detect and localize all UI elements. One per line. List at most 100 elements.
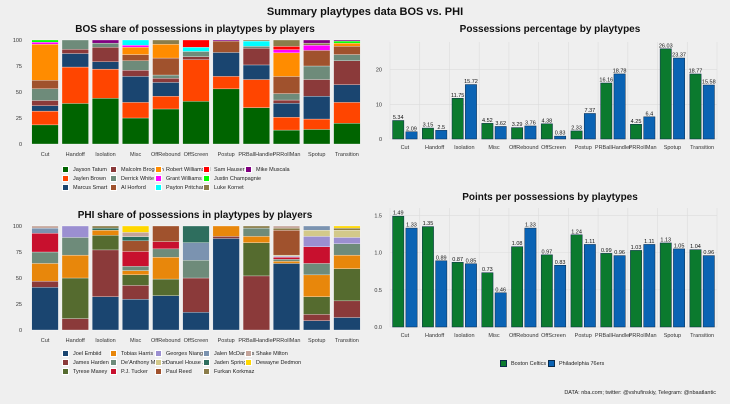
bar	[643, 116, 656, 140]
bar-segment	[122, 76, 150, 103]
data-label: 7.37	[585, 108, 596, 114]
bar-segment	[333, 268, 361, 302]
bar-segment	[333, 42, 361, 47]
bar-segment	[242, 225, 270, 229]
data-label: 11.75	[451, 93, 464, 99]
bar-segment	[242, 46, 270, 49]
phi-share-chart: 0 25 50 75 100 Cut Handoff Isolation Misc OffRebo…	[13, 224, 361, 344]
bar-segment	[303, 45, 331, 51]
legend-item: P.J. Tucker	[110, 368, 148, 375]
legend-swatch	[155, 368, 162, 375]
bar-segment	[303, 42, 331, 46]
bar-segment	[273, 257, 300, 260]
bar	[630, 124, 642, 140]
data-label: 15.58	[702, 80, 716, 86]
bar-segment	[182, 225, 210, 243]
bos-share-title: BOS share of possessions in playtypes by…	[75, 24, 315, 35]
bar-segment	[61, 103, 89, 145]
data-label: 2.5	[437, 125, 445, 131]
bar-segment	[333, 60, 361, 85]
x-tick-label: Transition	[690, 333, 714, 339]
legend-label: Jayson Tatum	[73, 166, 107, 173]
bar-segment	[31, 44, 59, 81]
legend-label: Al Horford	[121, 184, 146, 191]
bar	[481, 123, 494, 140]
bar-segment	[333, 317, 361, 331]
bar	[600, 253, 613, 328]
y-tick-label: 50	[16, 90, 22, 96]
legend-item: Furkan Korkmaz	[203, 368, 254, 375]
legend-swatch	[203, 368, 210, 375]
legend-label: Georges Niang	[166, 350, 203, 357]
bar-segment	[182, 39, 210, 48]
bar-segment	[242, 79, 270, 108]
legend-swatch	[203, 350, 210, 357]
bar-segment	[273, 49, 300, 54]
bar-segment	[152, 96, 180, 110]
bar-segment	[212, 236, 240, 239]
bar-segment	[122, 251, 150, 267]
legend-swatch	[245, 350, 252, 357]
bar	[524, 125, 537, 140]
bar	[392, 120, 405, 140]
bar-segment	[61, 254, 89, 279]
legend-item: Luke Kornet	[203, 184, 244, 191]
bar-segment	[273, 76, 300, 94]
legend-swatch	[245, 166, 252, 173]
bar-segment	[273, 230, 300, 256]
bar-segment	[31, 105, 59, 112]
bar-segment	[122, 47, 150, 55]
data-label: 1.13	[660, 237, 671, 243]
bar-segment	[31, 280, 59, 288]
bar	[540, 123, 553, 140]
bar-segment	[333, 46, 361, 55]
x-tick-label: PRBallHandler	[595, 145, 631, 151]
legend-item: Grant Williams	[155, 175, 202, 182]
legend-swatch	[62, 359, 69, 366]
legend-item: Georges Niang	[155, 350, 203, 357]
legend-label: Paul Reed	[166, 368, 192, 375]
bar-segment	[61, 39, 89, 50]
legend-swatch	[203, 175, 210, 182]
x-tick-label: PRBallHandler	[238, 152, 274, 158]
data-label: 16.16	[599, 78, 613, 84]
ppp-chart: 0.00.51.01.5Cut1.491.33Handoff1.350.89Is…	[374, 208, 718, 339]
legend-swatch	[203, 184, 210, 191]
bar-segment	[333, 54, 361, 61]
data-label: 0.83	[555, 131, 566, 137]
bar-segment	[122, 270, 150, 275]
bar-segment	[122, 60, 150, 71]
bar-segment	[92, 61, 119, 70]
data-label: 1.49	[393, 211, 404, 217]
bar-segment	[122, 266, 150, 271]
bar-segment	[92, 249, 119, 297]
bar-segment	[92, 225, 119, 229]
x-tick-label: OffRebound	[151, 152, 181, 158]
y-tick-label: 100	[13, 224, 22, 230]
bar	[583, 113, 596, 140]
data-label: 0.85	[466, 258, 477, 264]
bos-share-legend: Jayson Tatum Jaylen Brown Marcus Smart Malc…	[62, 166, 362, 206]
bar-segment	[303, 236, 331, 247]
bar-segment	[182, 260, 210, 279]
bar-segment	[273, 259, 300, 262]
legend-swatch	[155, 184, 162, 191]
x-tick-label: Postup	[218, 338, 235, 344]
bar-segment	[152, 295, 180, 331]
bar-segment	[303, 263, 331, 276]
x-tick-label: PRBallHandler	[595, 333, 631, 339]
bar-segment	[182, 277, 210, 313]
bar-segment	[31, 100, 59, 106]
data-label: 18.77	[689, 68, 703, 74]
legend-label: Malcolm Brogdon	[121, 166, 164, 173]
legend-label: Robert Williams III	[166, 166, 211, 173]
bar-segment	[303, 50, 331, 67]
data-label: 3.62	[495, 121, 506, 127]
bar	[465, 263, 477, 328]
legend-item: Malcolm Brogdon	[110, 166, 164, 173]
bar-segment	[303, 274, 331, 297]
y-tick-label: 50	[16, 276, 22, 282]
x-tick-label: Spotup	[664, 333, 681, 339]
legend-swatch	[548, 360, 555, 367]
ppp-title: Points per possessions by playtypes	[462, 192, 638, 203]
